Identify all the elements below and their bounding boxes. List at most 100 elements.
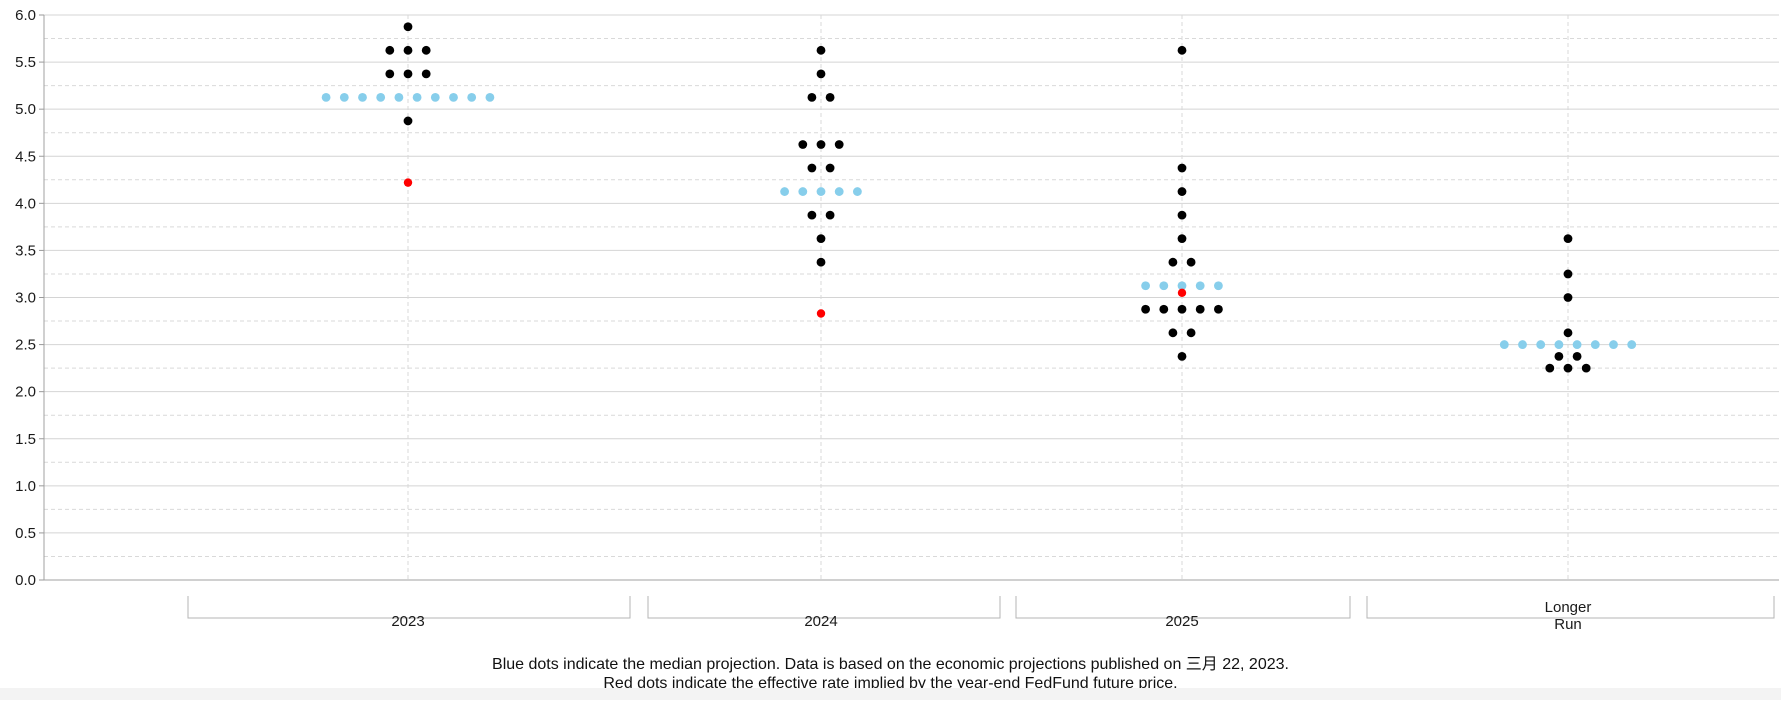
y-tick-label: 1.0	[15, 478, 36, 495]
footnote-implied-rate-note: Red dots indicate the effective rate imp…	[603, 675, 1178, 692]
participant-dot	[1563, 269, 1573, 279]
y-tick-label: 0.0	[15, 572, 36, 589]
y-tick-label: 5.5	[15, 54, 36, 71]
participant-dot	[1177, 187, 1187, 196]
participant-dot	[798, 140, 808, 149]
participant-dot	[1177, 45, 1187, 55]
implied-rate-dot	[403, 178, 413, 187]
median-dot	[1627, 340, 1637, 349]
y-tick-label: 4.0	[15, 195, 36, 212]
participant-dot	[403, 22, 413, 32]
participant-dot	[834, 140, 844, 149]
median-dot	[1141, 281, 1150, 291]
participant-dot	[1168, 328, 1178, 338]
median-dot	[798, 187, 808, 196]
participant-dot	[385, 45, 395, 55]
participant-dot	[403, 45, 413, 55]
participant-dot	[403, 69, 413, 79]
participant-dot	[807, 92, 817, 102]
participant-dot	[1168, 257, 1178, 267]
participant-dot	[1563, 363, 1573, 373]
participant-dot	[1177, 351, 1187, 361]
y-tick-label: 1.5	[15, 431, 36, 448]
median-dot	[1499, 340, 1509, 349]
median-dot	[1572, 340, 1582, 349]
y-tick-label: 6.0	[15, 7, 36, 24]
median-dot	[1214, 281, 1223, 291]
category-label: 2025	[1165, 613, 1198, 630]
y-tick-label: 3.0	[15, 290, 36, 307]
median-dot	[339, 92, 349, 102]
participant-dot	[1581, 363, 1591, 373]
category-bracket	[1366, 596, 1775, 619]
participant-dot	[1554, 351, 1564, 361]
median-dot	[394, 92, 404, 102]
participant-dot	[1195, 304, 1205, 314]
participant-dot	[421, 45, 431, 55]
participant-dot	[385, 69, 395, 79]
y-tick-label: 2.0	[15, 384, 36, 401]
median-dot	[816, 187, 826, 196]
participant-dot	[1186, 257, 1196, 267]
median-dot	[1195, 281, 1205, 291]
participant-dot	[1563, 293, 1573, 302]
median-dot	[485, 92, 495, 102]
participant-dot	[816, 45, 826, 55]
axis-layer: 0.0 0.5 1.0 1.5 2.0 2.5 3.0 3.5 4.0 4.5 5.0 5.5 6.0 2…	[15, 7, 1779, 633]
participant-dot	[1159, 304, 1169, 314]
participant-dot	[1177, 163, 1187, 173]
median-dot	[1536, 340, 1546, 349]
participant-dot	[825, 92, 835, 102]
participant-dot	[1214, 304, 1223, 314]
participant-dot	[816, 69, 826, 79]
participant-dot	[1563, 328, 1573, 338]
grid-layer	[44, 14, 1779, 580]
y-tick-label: 4.5	[15, 148, 36, 165]
median-dot	[430, 92, 440, 102]
category-bracket	[187, 596, 631, 619]
participant-dot	[807, 210, 817, 220]
median-dot	[1554, 340, 1564, 349]
category-label: Run	[1554, 616, 1582, 633]
participant-dot	[807, 163, 817, 173]
category-bracket	[647, 596, 1001, 619]
y-tick-label: 0.5	[15, 525, 36, 542]
implied-rate-dot	[816, 309, 826, 318]
median-dot	[449, 92, 458, 102]
median-dot	[853, 187, 862, 196]
participant-dot	[1545, 363, 1555, 373]
category-label: 2023	[391, 613, 424, 630]
median-dot	[1518, 340, 1527, 349]
participant-dot	[403, 116, 413, 126]
y-tick-label: 5.0	[15, 101, 36, 118]
implied-rate-dot	[1177, 288, 1187, 297]
participant-dot	[1177, 210, 1187, 220]
participant-dot	[1563, 234, 1573, 244]
participant-dot	[1177, 234, 1187, 244]
median-dot	[1177, 281, 1187, 291]
category-label: 2024	[804, 613, 837, 630]
median-dot	[1590, 340, 1600, 349]
dots-layer	[321, 22, 1637, 373]
y-tick-label: 2.5	[15, 337, 36, 354]
median-dot	[1159, 281, 1169, 291]
participant-dot	[421, 69, 431, 79]
median-dot	[834, 187, 844, 196]
y-tick-label: 3.5	[15, 242, 36, 259]
median-dot	[780, 187, 789, 196]
participant-dot	[825, 163, 835, 173]
footnote-median-note: Blue dots indicate the median projection…	[492, 656, 1289, 673]
median-dot	[1609, 340, 1618, 349]
participant-dot	[816, 234, 826, 244]
median-dot	[358, 92, 367, 102]
median-dot	[376, 92, 386, 102]
participant-dot	[1177, 304, 1187, 314]
median-dot	[321, 92, 331, 102]
category-label: Longer	[1545, 599, 1592, 616]
participant-dot	[1186, 328, 1196, 338]
participant-dot	[1572, 351, 1582, 361]
participant-dot	[816, 140, 826, 149]
category-bracket	[1015, 596, 1351, 619]
